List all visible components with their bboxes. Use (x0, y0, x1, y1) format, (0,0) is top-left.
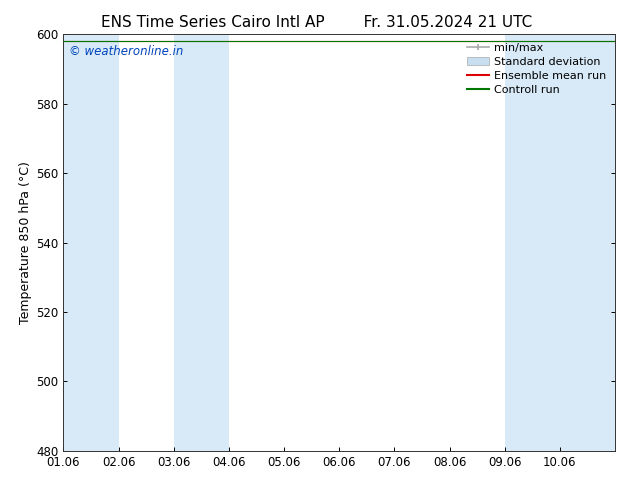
Bar (560, 34, 615, 451)
Legend: min/max, Standard deviation, Ensemble mean run, Controll run: min/max, Standard deviation, Ensemble me… (464, 40, 609, 98)
Text: ENS Time Series Cairo Intl AP        Fr. 31.05.2024 21 UTC: ENS Time Series Cairo Intl AP Fr. 31.05.… (101, 15, 533, 30)
Bar (174, 34, 229, 451)
Y-axis label: Temperature 850 hPa (°C): Temperature 850 hPa (°C) (19, 161, 32, 324)
Bar (63, 34, 119, 451)
Text: © weatheronline.in: © weatheronline.in (69, 45, 183, 58)
Bar (505, 34, 560, 451)
